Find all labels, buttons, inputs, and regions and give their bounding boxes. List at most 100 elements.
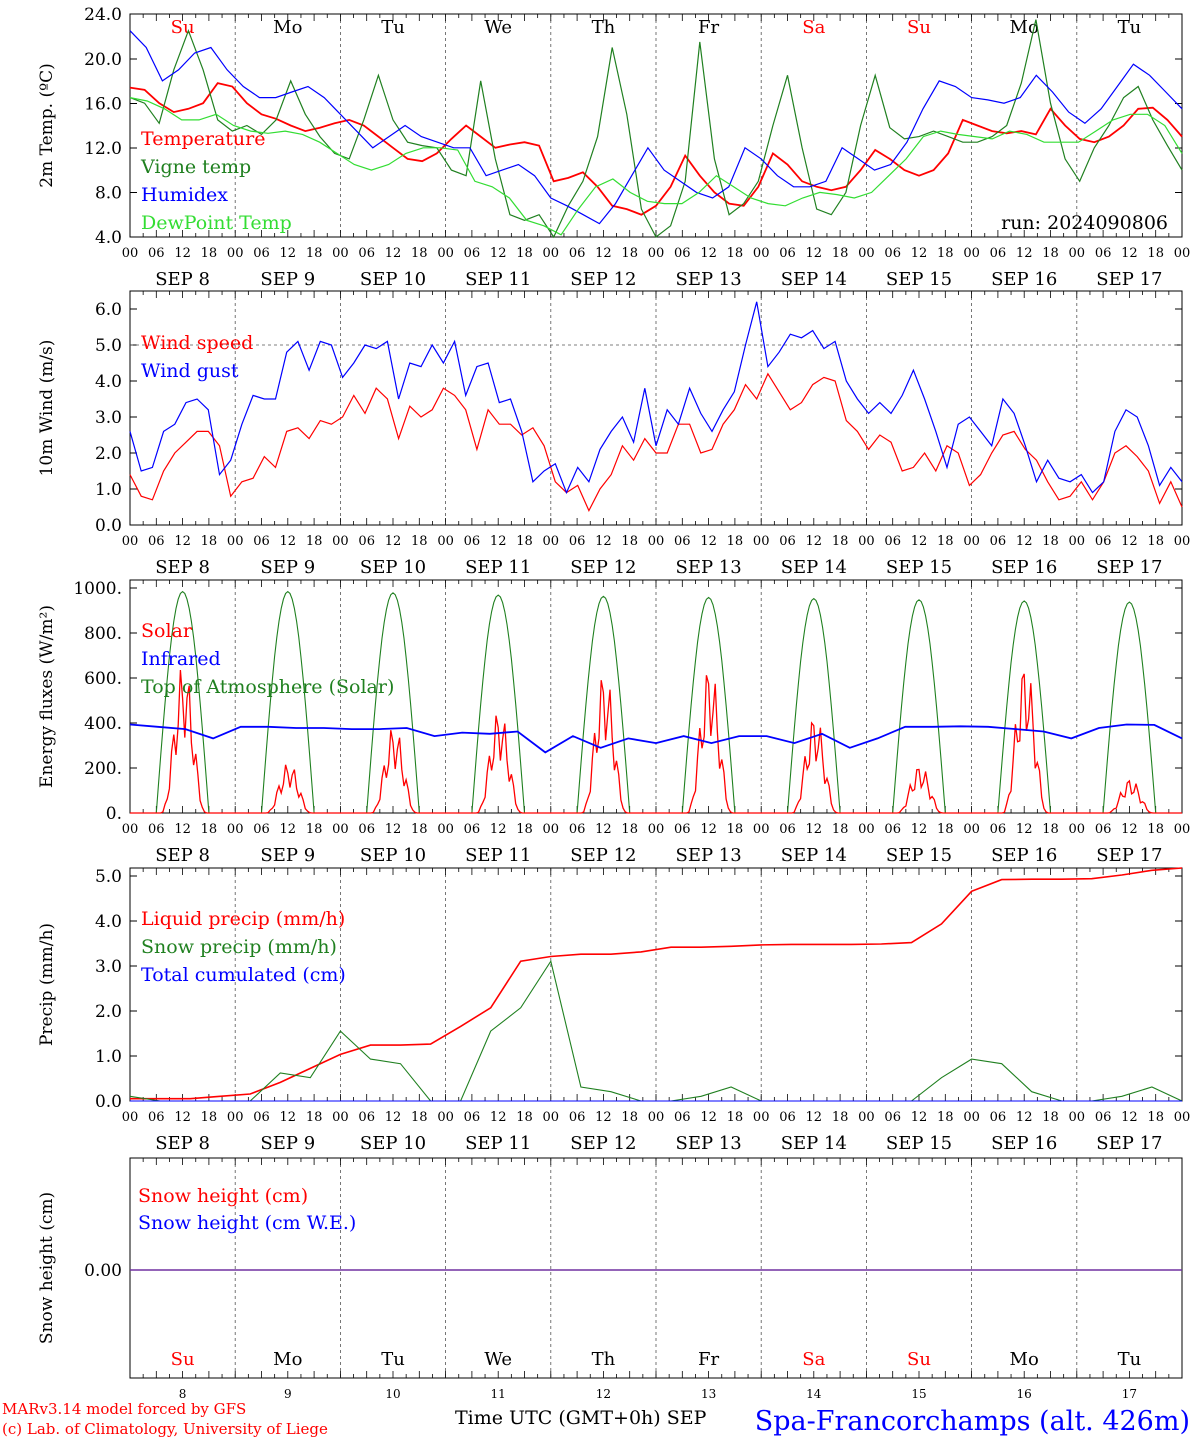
hour-label: 00	[1174, 246, 1191, 261]
hour-label: 00	[1174, 822, 1191, 837]
hour-label: 12	[1016, 822, 1033, 837]
y-tick-label: 24.0	[84, 5, 122, 25]
series-temperature	[129, 82, 1183, 216]
y-axis-label: Precip (mm/h)	[37, 923, 57, 1046]
hour-label: 12	[700, 534, 717, 549]
hour-label: 00	[543, 246, 560, 261]
date-label: SEP 16	[991, 1133, 1057, 1154]
date-label: SEP 10	[360, 557, 426, 578]
date-label: SEP 8	[155, 557, 210, 578]
hour-label: 06	[464, 534, 481, 549]
hour-label: 18	[411, 534, 428, 549]
legend-entry: Snow precip (mm/h)	[141, 936, 337, 958]
date-label: SEP 12	[570, 845, 636, 866]
hour-label: 12	[911, 1110, 928, 1125]
hour-label: 12	[595, 822, 612, 837]
weekday-label: Tu	[1118, 1349, 1142, 1370]
y-tick-label: 600.	[84, 669, 122, 689]
hour-label: 12	[490, 534, 507, 549]
weekday-label: Mo	[273, 1349, 302, 1370]
date-label: SEP 14	[781, 269, 847, 290]
hour-label: 12	[911, 534, 928, 549]
x-axis-label: Time UTC (GMT+0h) SEP	[455, 1407, 707, 1429]
hour-label: 12	[595, 246, 612, 261]
hour-label: 00	[122, 1110, 139, 1125]
hour-label: 06	[148, 534, 165, 549]
hour-label: 00	[1069, 534, 1086, 549]
hour-label: 18	[411, 822, 428, 837]
hour-label: 06	[779, 822, 796, 837]
weekday-label: Mo	[273, 17, 302, 38]
weekday-label: Fr	[698, 1349, 719, 1370]
panel-temp: 4.0 8.0 12.0 16.0 20.0 24.0 2m Temp. (ºC) 00 06 1…	[37, 5, 1190, 290]
y-tick-label: 16.0	[84, 95, 122, 115]
hour-label: 12	[700, 822, 717, 837]
hour-label: 18	[621, 1110, 638, 1125]
date-label: SEP 13	[675, 269, 741, 290]
hour-label: 06	[884, 246, 901, 261]
hour-label: 00	[227, 1110, 244, 1125]
date-label: SEP 10	[360, 269, 426, 290]
date-label: SEP 13	[675, 1133, 741, 1154]
y-tick-label: 1.0	[95, 480, 122, 500]
legend-entry: Total cumulated (cm)	[141, 964, 346, 986]
hour-label: 00	[332, 246, 349, 261]
hour-label: 12	[806, 534, 823, 549]
y-axis-label: 2m Temp. (ºC)	[37, 63, 57, 188]
hour-label: 12	[806, 1110, 823, 1125]
legend-entry: Temperature	[141, 128, 265, 150]
hour-label: 00	[437, 534, 454, 549]
hour-label: 12	[490, 246, 507, 261]
date-label: SEP 10	[360, 845, 426, 866]
y-tick-label: 6.0	[95, 300, 122, 320]
hour-label: 00	[543, 822, 560, 837]
date-label: SEP 12	[570, 269, 636, 290]
hour-label: 00	[543, 534, 560, 549]
hour-label: 06	[148, 1110, 165, 1125]
hour-label: 06	[884, 1110, 901, 1125]
date-label: SEP 12	[570, 1133, 636, 1154]
hour-label: 12	[1121, 822, 1138, 837]
date-label: SEP 17	[1096, 269, 1162, 290]
hour-label: 18	[306, 246, 323, 261]
hour-label: 12	[1016, 1110, 1033, 1125]
date-label: SEP 8	[155, 845, 210, 866]
hour-label: 06	[464, 246, 481, 261]
hour-label: 12	[700, 1110, 717, 1125]
hour-label: 06	[464, 822, 481, 837]
hour-label: 18	[832, 1110, 849, 1125]
legend-entry: Liquid precip (mm/h)	[141, 908, 345, 930]
legend-entry: Wind speed	[141, 332, 253, 354]
hour-label: 06	[358, 822, 375, 837]
hour-label: 18	[411, 1110, 428, 1125]
hour-label: 00	[122, 534, 139, 549]
panel-snow: 0.00 Snow height (cm)	[37, 1157, 1183, 1379]
date-label: SEP 14	[781, 1133, 847, 1154]
hour-label: 12	[385, 1110, 402, 1125]
y-tick-label: 1000.	[73, 579, 122, 599]
hour-label: 12	[174, 534, 191, 549]
hour-label: 06	[253, 822, 270, 837]
hour-label: 00	[227, 822, 244, 837]
weekday-label: We	[484, 17, 512, 38]
hour-label: 06	[253, 534, 270, 549]
series-infrared	[129, 723, 1183, 754]
hour-label: 00	[332, 534, 349, 549]
weekday-label: Su	[907, 1349, 931, 1370]
hour-label: 18	[832, 534, 849, 549]
bottom-date-label: 11	[491, 1387, 506, 1401]
hour-label: 00	[437, 822, 454, 837]
date-label: SEP 9	[260, 1133, 315, 1154]
hour-label: 12	[1121, 1110, 1138, 1125]
date-label: SEP 9	[260, 557, 315, 578]
hour-label: 06	[990, 246, 1007, 261]
hour-label: 00	[858, 1110, 875, 1125]
y-tick-label: 200.	[84, 759, 122, 779]
panel-energy: 0. 200. 400. 600. 800. 1000. Energy fluxes (W/…	[37, 579, 1190, 866]
hour-label: 18	[411, 246, 428, 261]
hour-label: 12	[806, 822, 823, 837]
legend-entry: Snow height (cm)	[138, 1185, 308, 1207]
weekday-label: Su	[171, 1349, 195, 1370]
hour-label: 06	[569, 534, 586, 549]
hour-label: 06	[779, 246, 796, 261]
